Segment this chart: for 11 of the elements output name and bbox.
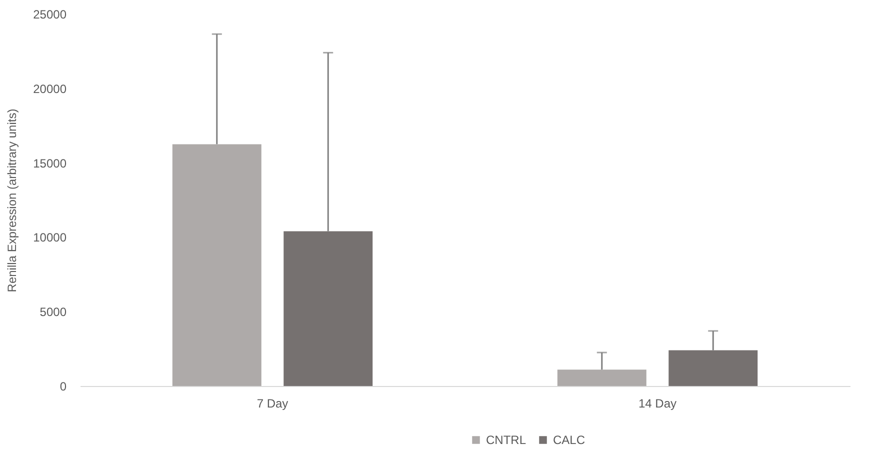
y-tick-label: 15000 — [33, 156, 67, 170]
legend-label: CNTRL — [486, 433, 526, 447]
y-tick-label: 25000 — [33, 8, 67, 22]
y-tick-label: 0 — [60, 380, 67, 394]
x-tick-label: 14 Day — [638, 396, 677, 410]
x-tick-label: 7 Day — [256, 396, 288, 410]
legend-label: CALC — [553, 433, 586, 447]
y-tick-label: 10000 — [33, 230, 67, 245]
y-tick-label: 5000 — [40, 305, 67, 320]
y-tick-label: 20000 — [33, 82, 67, 96]
y-axis-title: Renilla Expression (arbitrary units) — [5, 108, 20, 292]
